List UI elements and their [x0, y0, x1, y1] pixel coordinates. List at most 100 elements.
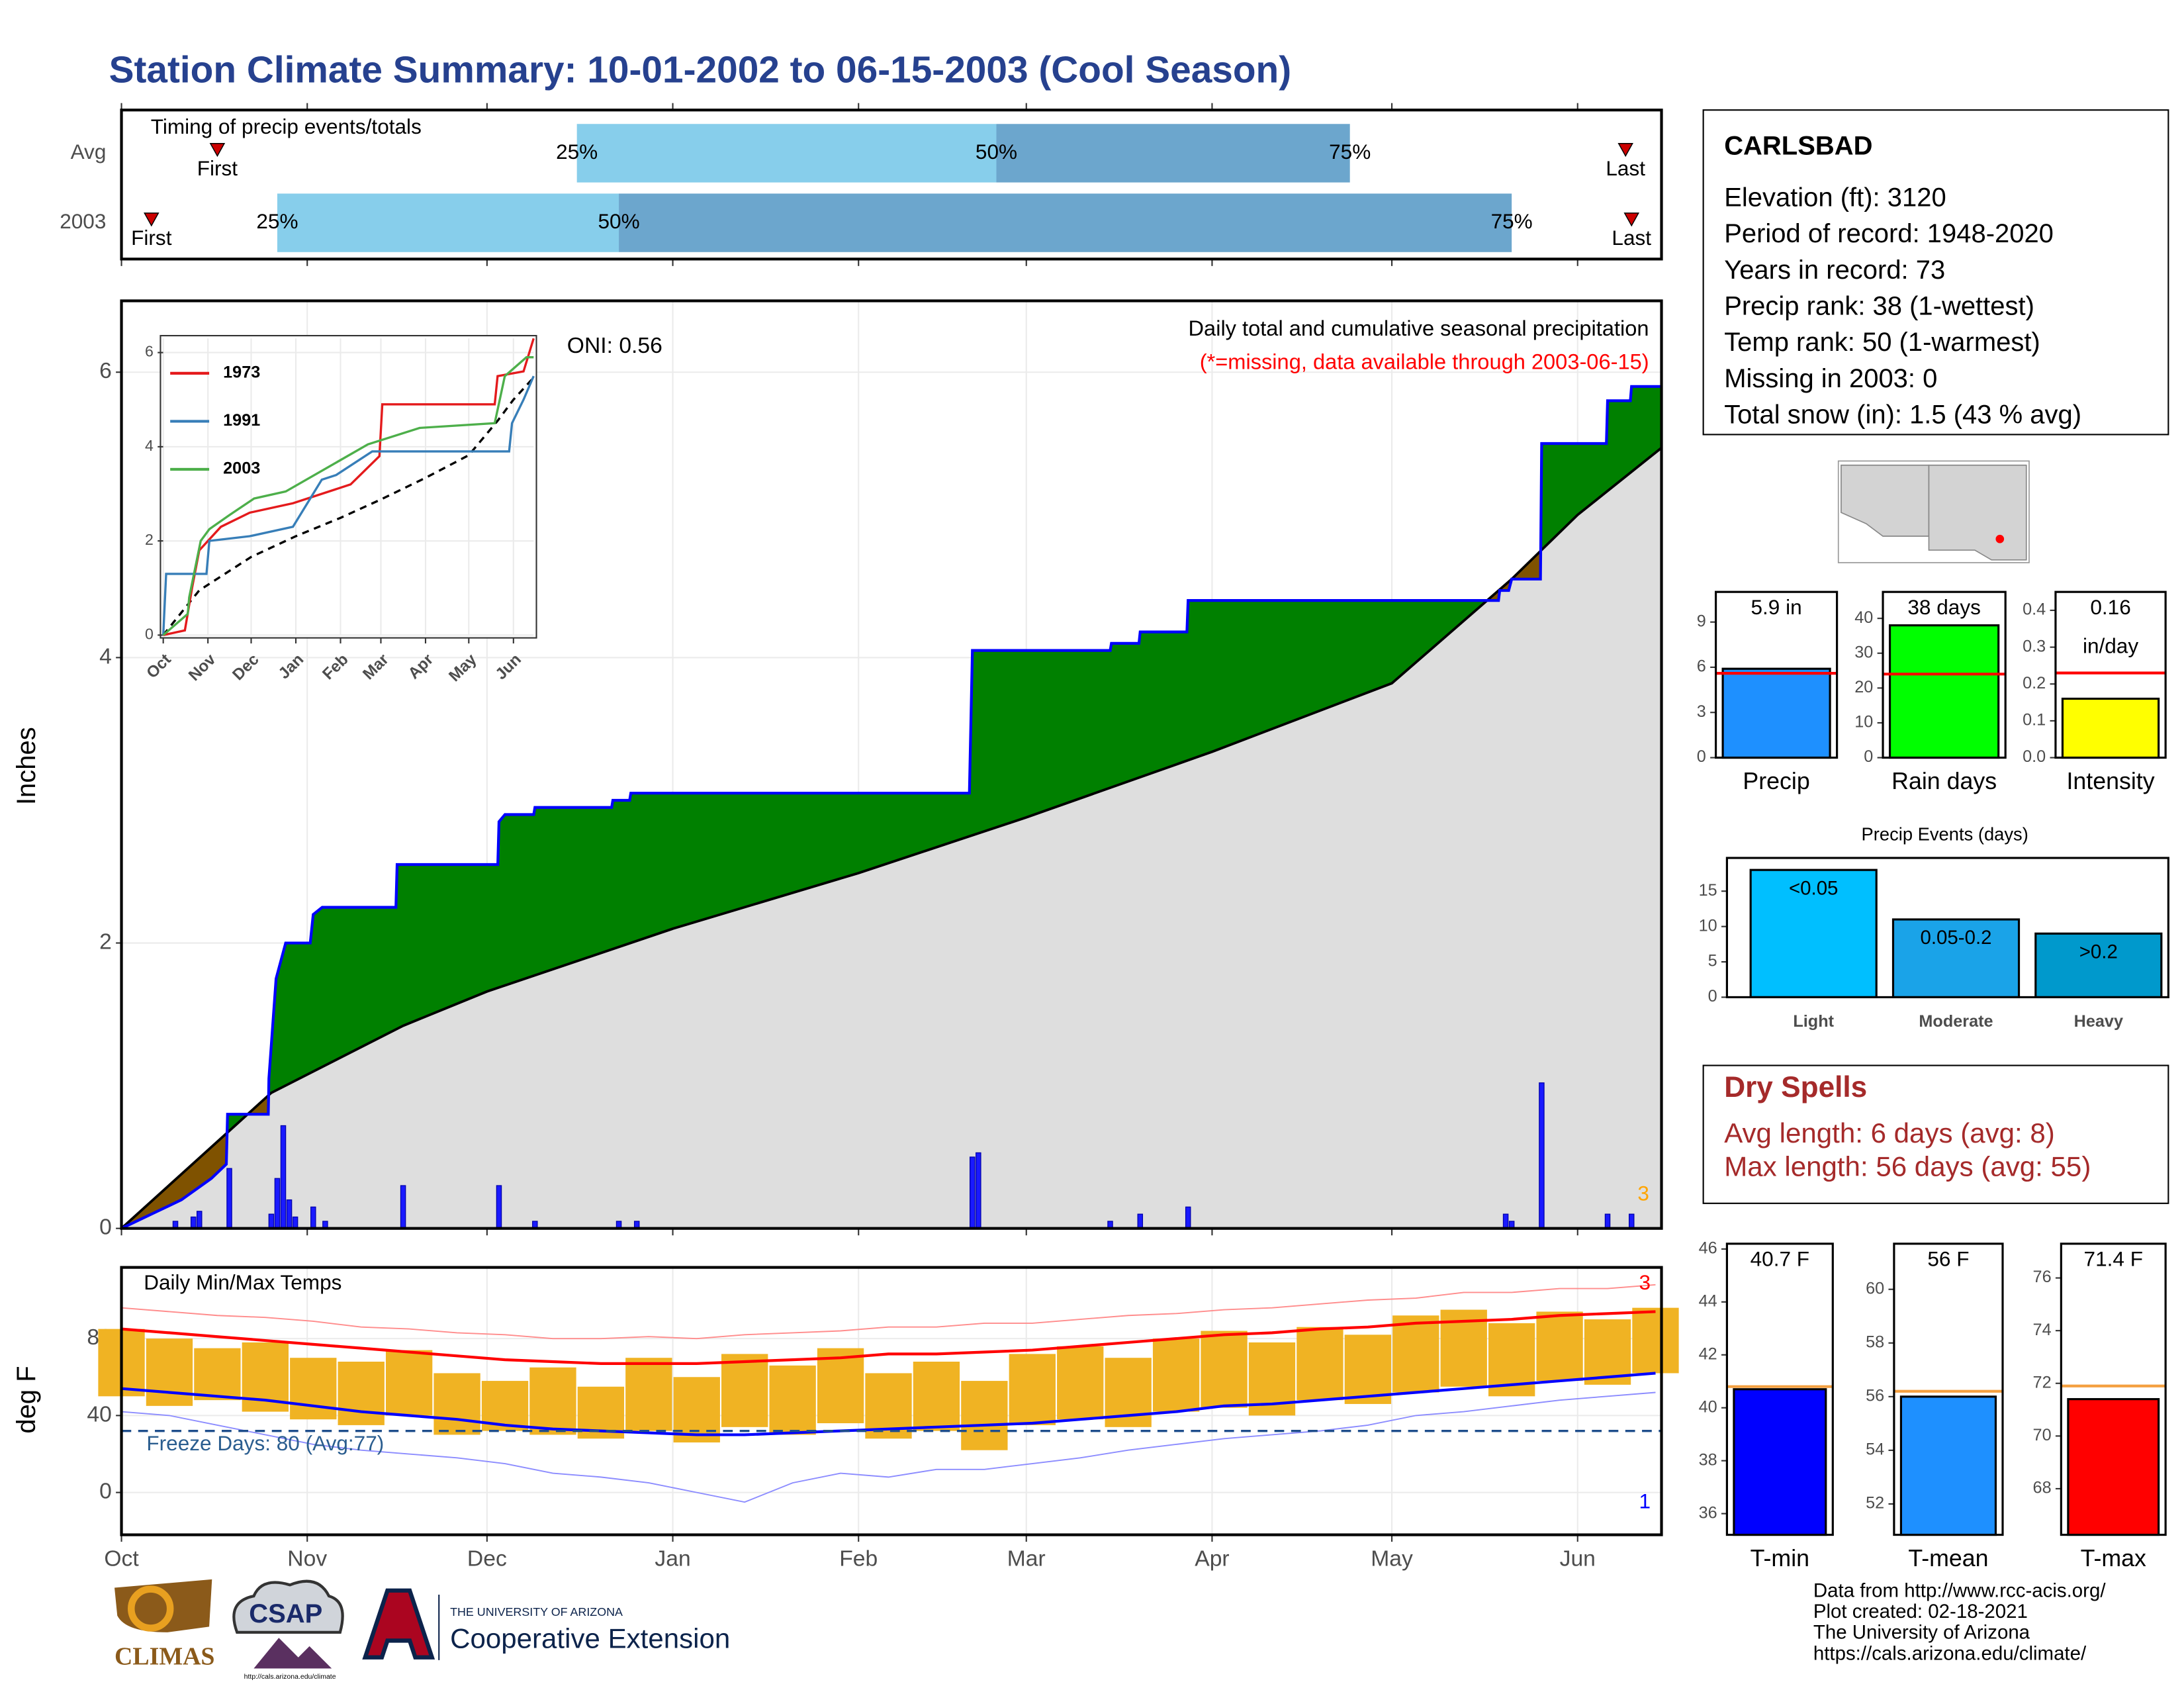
- y-tick-label: 10: [1699, 916, 1717, 935]
- y-tick-label: 15: [1699, 881, 1717, 900]
- inset-frame: [159, 335, 537, 639]
- station-box: [1702, 109, 2169, 436]
- timing-marker: [209, 142, 226, 158]
- quartile-label: 50%: [598, 209, 639, 233]
- y-tick-label: 0.0: [2023, 747, 2046, 766]
- x-tick-label: Mar: [1007, 1546, 1046, 1571]
- frame: [120, 109, 1663, 261]
- y-tick-label: 0: [99, 1215, 112, 1240]
- quartile-label: 50%: [976, 140, 1017, 164]
- value-label: 38 days: [1907, 595, 1981, 619]
- avg-low-line: [121, 1372, 1656, 1436]
- temp-bar: [1201, 1331, 1248, 1408]
- category-label: Rain days: [1891, 768, 1997, 794]
- quartile-label: 25%: [556, 140, 598, 164]
- daily-bar: [292, 1216, 298, 1229]
- frame: [2054, 590, 2167, 759]
- x-tick-label: Feb: [839, 1546, 878, 1571]
- legend-label: 2003: [223, 459, 260, 478]
- daily-bar: [1137, 1213, 1144, 1229]
- quartile-bar: [996, 124, 1350, 183]
- timing-label: Last: [1606, 156, 1645, 180]
- quartile-label: 75%: [1491, 209, 1533, 233]
- y-tick-label: 38: [1699, 1450, 1717, 1469]
- daily-bar: [310, 1206, 316, 1229]
- station-line: Missing in 2003: 0: [1724, 364, 1937, 393]
- x-tick-label: Jun: [1560, 1546, 1596, 1571]
- y-tick-label: 6: [1697, 657, 1706, 676]
- climas-text: CLIMAS: [114, 1643, 214, 1671]
- y-tick-label: 2: [145, 531, 154, 548]
- x-tick-label: May: [1371, 1546, 1413, 1571]
- y-tick-label: 0.2: [2023, 674, 2046, 692]
- temp-bar: [961, 1381, 1008, 1450]
- y-tick-label: 9: [1697, 612, 1706, 630]
- temp-bar: [1057, 1346, 1104, 1420]
- temp-bar: [721, 1354, 768, 1427]
- timing-label: First: [197, 156, 238, 180]
- csap-cloud: [232, 1579, 344, 1634]
- y-tick-label: 44: [1699, 1291, 1717, 1310]
- category-label: Intensity: [2066, 768, 2154, 794]
- y-tick-label: 6: [99, 359, 112, 383]
- csap-url: http://cals.arizona.edu/climate: [244, 1673, 336, 1681]
- quartile-bar: [277, 193, 619, 252]
- ua-mark: [362, 1588, 435, 1660]
- y-tick-label: 68: [2033, 1479, 2052, 1497]
- timing-label: First: [131, 226, 172, 250]
- frame: [2060, 1243, 2167, 1536]
- station-line: Years in record: 73: [1724, 256, 1945, 285]
- university-text: THE UNIVERSITY OF ARIZONA: [450, 1605, 623, 1618]
- y-tick-label: 10: [1854, 713, 1873, 731]
- daily-bar: [286, 1199, 293, 1229]
- temp-bar: [385, 1350, 433, 1416]
- bar: [1749, 868, 1878, 999]
- dry-spells-title: Dry Spells: [1724, 1071, 1867, 1103]
- daily-bar: [226, 1168, 232, 1229]
- frame: [1893, 1243, 2004, 1536]
- temp-bar: [290, 1358, 337, 1420]
- value-label: 5.9 in: [1751, 595, 1802, 619]
- bar-label: >0.2: [2079, 941, 2118, 963]
- frame: [120, 1266, 1663, 1536]
- timing-marker: [144, 212, 159, 227]
- y-tick-label: 46: [1699, 1239, 1717, 1258]
- y-tick-label: 0.1: [2023, 711, 2046, 729]
- station-line: Temp rank: 50 (1-warmest): [1724, 328, 2040, 357]
- category-label: T-max: [2081, 1545, 2146, 1571]
- bar: [2061, 697, 2160, 759]
- extension-text: Cooperative Extension: [450, 1623, 730, 1654]
- temp-bar: [673, 1377, 720, 1443]
- frame: [1714, 590, 1839, 759]
- row-label: Avg: [71, 140, 107, 164]
- quartile-bar: [576, 124, 997, 183]
- footer-line: Data from http://www.rcc-acis.org/: [1813, 1580, 2106, 1602]
- flag-count: 3: [1637, 1182, 1649, 1205]
- legend-label: 1973: [223, 363, 260, 382]
- footer-line: https://cals.arizona.edu/climate/: [1813, 1642, 2087, 1664]
- y-tick-label: 0: [1697, 747, 1706, 766]
- station-line: Total snow (in): 1.5 (43 % avg): [1724, 400, 2081, 430]
- category-label: T-min: [1751, 1545, 1809, 1571]
- average-line: [120, 447, 1662, 1230]
- chart-title: Daily Min/Max Temps: [144, 1270, 341, 1294]
- chart-title: Daily total and cumulative seasonal prec…: [1189, 316, 1649, 340]
- daily-bar: [496, 1185, 502, 1229]
- dry-spells-line: Max length: 56 days (avg: 55): [1724, 1150, 2091, 1182]
- y-axis-label: Inches: [12, 727, 41, 805]
- station-lines: Elevation (ft): 3120 Period of record: 19…: [1724, 183, 2081, 429]
- frame: [120, 299, 1663, 1230]
- y-axis-label: deg F: [12, 1366, 41, 1433]
- csap-mountain: [253, 1638, 332, 1669]
- y-tick-label: 30: [1854, 643, 1873, 661]
- daily-bar: [970, 1156, 976, 1229]
- daily-bar: [1604, 1213, 1611, 1229]
- chart-subtitle: (*=missing, data available through 2003-…: [1200, 350, 1649, 374]
- station-name: CARLSBAD: [1724, 132, 1872, 161]
- temp-bar: [1584, 1319, 1631, 1385]
- y-tick-label: 0: [99, 1479, 112, 1504]
- y-tick-label: 40: [1699, 1397, 1717, 1416]
- y-tick-label: 3: [1697, 702, 1706, 721]
- map-state: [1928, 464, 2027, 561]
